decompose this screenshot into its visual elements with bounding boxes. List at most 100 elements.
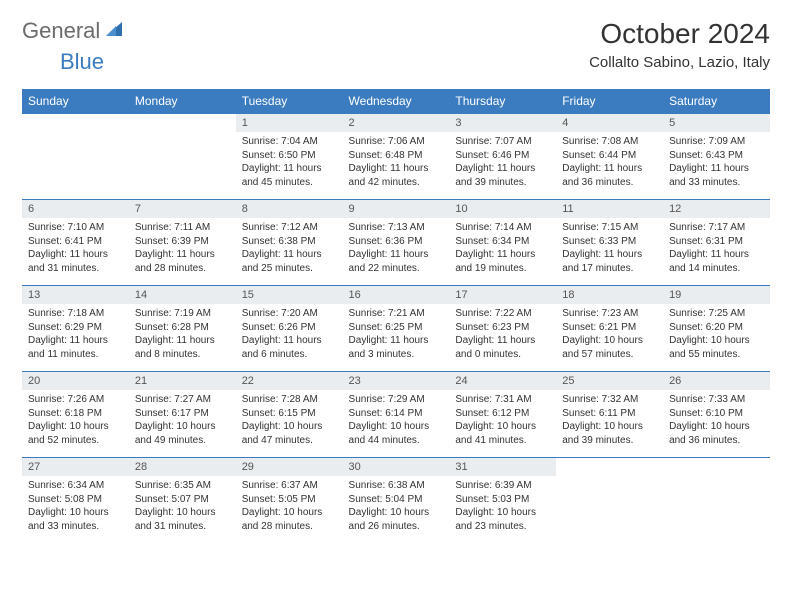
calendar-table: SundayMondayTuesdayWednesdayThursdayFrid… xyxy=(22,89,770,544)
calendar-cell: 20Sunrise: 7:26 AMSunset: 6:18 PMDayligh… xyxy=(22,372,129,458)
weekday-header: Friday xyxy=(556,89,663,114)
calendar-cell xyxy=(556,458,663,544)
day-details: Sunrise: 7:22 AMSunset: 6:23 PMDaylight:… xyxy=(449,304,556,365)
day-details: Sunrise: 7:29 AMSunset: 6:14 PMDaylight:… xyxy=(343,390,450,451)
day-details: Sunrise: 7:33 AMSunset: 6:10 PMDaylight:… xyxy=(663,390,770,451)
weekday-header: Tuesday xyxy=(236,89,343,114)
day-number: 7 xyxy=(129,200,236,218)
calendar-week: 13Sunrise: 7:18 AMSunset: 6:29 PMDayligh… xyxy=(22,286,770,372)
day-number: 28 xyxy=(129,458,236,476)
day-details: Sunrise: 7:06 AMSunset: 6:48 PMDaylight:… xyxy=(343,132,450,193)
calendar-cell: 17Sunrise: 7:22 AMSunset: 6:23 PMDayligh… xyxy=(449,286,556,372)
day-details: Sunrise: 7:27 AMSunset: 6:17 PMDaylight:… xyxy=(129,390,236,451)
day-details: Sunrise: 7:17 AMSunset: 6:31 PMDaylight:… xyxy=(663,218,770,279)
calendar-cell: 25Sunrise: 7:32 AMSunset: 6:11 PMDayligh… xyxy=(556,372,663,458)
day-number: 26 xyxy=(663,372,770,390)
calendar-cell: 29Sunrise: 6:37 AMSunset: 5:05 PMDayligh… xyxy=(236,458,343,544)
calendar-cell xyxy=(663,458,770,544)
logo-word1: General xyxy=(22,18,100,44)
day-number: 2 xyxy=(343,114,450,132)
day-details: Sunrise: 7:08 AMSunset: 6:44 PMDaylight:… xyxy=(556,132,663,193)
day-details: Sunrise: 7:10 AMSunset: 6:41 PMDaylight:… xyxy=(22,218,129,279)
calendar-cell: 16Sunrise: 7:21 AMSunset: 6:25 PMDayligh… xyxy=(343,286,450,372)
calendar-week: 27Sunrise: 6:34 AMSunset: 5:08 PMDayligh… xyxy=(22,458,770,544)
day-details: Sunrise: 7:14 AMSunset: 6:34 PMDaylight:… xyxy=(449,218,556,279)
day-number: 29 xyxy=(236,458,343,476)
day-details: Sunrise: 7:07 AMSunset: 6:46 PMDaylight:… xyxy=(449,132,556,193)
logo-sail-icon xyxy=(104,20,124,43)
weekday-header: Thursday xyxy=(449,89,556,114)
logo: General xyxy=(22,18,126,44)
title-block: October 2024 Collalto Sabino, Lazio, Ita… xyxy=(589,18,770,71)
calendar-cell: 9Sunrise: 7:13 AMSunset: 6:36 PMDaylight… xyxy=(343,200,450,286)
day-number: 1 xyxy=(236,114,343,132)
day-details: Sunrise: 6:39 AMSunset: 5:03 PMDaylight:… xyxy=(449,476,556,537)
day-details: Sunrise: 7:31 AMSunset: 6:12 PMDaylight:… xyxy=(449,390,556,451)
weekday-row: SundayMondayTuesdayWednesdayThursdayFrid… xyxy=(22,89,770,114)
calendar-cell xyxy=(129,114,236,200)
calendar-cell: 15Sunrise: 7:20 AMSunset: 6:26 PMDayligh… xyxy=(236,286,343,372)
calendar-cell: 11Sunrise: 7:15 AMSunset: 6:33 PMDayligh… xyxy=(556,200,663,286)
day-number: 19 xyxy=(663,286,770,304)
day-number: 20 xyxy=(22,372,129,390)
day-number: 4 xyxy=(556,114,663,132)
day-number: 21 xyxy=(129,372,236,390)
calendar-cell: 3Sunrise: 7:07 AMSunset: 6:46 PMDaylight… xyxy=(449,114,556,200)
calendar-cell: 27Sunrise: 6:34 AMSunset: 5:08 PMDayligh… xyxy=(22,458,129,544)
calendar-cell: 18Sunrise: 7:23 AMSunset: 6:21 PMDayligh… xyxy=(556,286,663,372)
day-number: 15 xyxy=(236,286,343,304)
day-details: Sunrise: 7:32 AMSunset: 6:11 PMDaylight:… xyxy=(556,390,663,451)
calendar-cell xyxy=(22,114,129,200)
calendar-week: 20Sunrise: 7:26 AMSunset: 6:18 PMDayligh… xyxy=(22,372,770,458)
day-number: 18 xyxy=(556,286,663,304)
calendar-cell: 14Sunrise: 7:19 AMSunset: 6:28 PMDayligh… xyxy=(129,286,236,372)
day-details: Sunrise: 7:15 AMSunset: 6:33 PMDaylight:… xyxy=(556,218,663,279)
day-details: Sunrise: 7:11 AMSunset: 6:39 PMDaylight:… xyxy=(129,218,236,279)
calendar-cell: 24Sunrise: 7:31 AMSunset: 6:12 PMDayligh… xyxy=(449,372,556,458)
day-details: Sunrise: 6:37 AMSunset: 5:05 PMDaylight:… xyxy=(236,476,343,537)
day-details: Sunrise: 7:25 AMSunset: 6:20 PMDaylight:… xyxy=(663,304,770,365)
calendar-cell: 2Sunrise: 7:06 AMSunset: 6:48 PMDaylight… xyxy=(343,114,450,200)
calendar-cell: 5Sunrise: 7:09 AMSunset: 6:43 PMDaylight… xyxy=(663,114,770,200)
calendar-cell: 26Sunrise: 7:33 AMSunset: 6:10 PMDayligh… xyxy=(663,372,770,458)
day-details: Sunrise: 6:34 AMSunset: 5:08 PMDaylight:… xyxy=(22,476,129,537)
calendar-week: 6Sunrise: 7:10 AMSunset: 6:41 PMDaylight… xyxy=(22,200,770,286)
day-details: Sunrise: 7:28 AMSunset: 6:15 PMDaylight:… xyxy=(236,390,343,451)
day-number: 16 xyxy=(343,286,450,304)
day-number: 9 xyxy=(343,200,450,218)
day-number: 13 xyxy=(22,286,129,304)
calendar-cell: 28Sunrise: 6:35 AMSunset: 5:07 PMDayligh… xyxy=(129,458,236,544)
day-number: 14 xyxy=(129,286,236,304)
calendar-cell: 31Sunrise: 6:39 AMSunset: 5:03 PMDayligh… xyxy=(449,458,556,544)
day-number: 5 xyxy=(663,114,770,132)
weekday-header: Saturday xyxy=(663,89,770,114)
day-number: 22 xyxy=(236,372,343,390)
day-details: Sunrise: 7:26 AMSunset: 6:18 PMDaylight:… xyxy=(22,390,129,451)
calendar-cell: 23Sunrise: 7:29 AMSunset: 6:14 PMDayligh… xyxy=(343,372,450,458)
logo-word2: Blue xyxy=(60,49,104,75)
calendar-cell: 10Sunrise: 7:14 AMSunset: 6:34 PMDayligh… xyxy=(449,200,556,286)
day-number: 6 xyxy=(22,200,129,218)
month-title: October 2024 xyxy=(589,18,770,50)
day-details: Sunrise: 7:19 AMSunset: 6:28 PMDaylight:… xyxy=(129,304,236,365)
day-number: 30 xyxy=(343,458,450,476)
calendar-week: 1Sunrise: 7:04 AMSunset: 6:50 PMDaylight… xyxy=(22,114,770,200)
calendar-cell: 30Sunrise: 6:38 AMSunset: 5:04 PMDayligh… xyxy=(343,458,450,544)
day-details: Sunrise: 7:12 AMSunset: 6:38 PMDaylight:… xyxy=(236,218,343,279)
weekday-header: Wednesday xyxy=(343,89,450,114)
day-number: 31 xyxy=(449,458,556,476)
day-details: Sunrise: 7:13 AMSunset: 6:36 PMDaylight:… xyxy=(343,218,450,279)
day-number: 11 xyxy=(556,200,663,218)
day-number: 3 xyxy=(449,114,556,132)
calendar-cell: 22Sunrise: 7:28 AMSunset: 6:15 PMDayligh… xyxy=(236,372,343,458)
calendar-cell: 21Sunrise: 7:27 AMSunset: 6:17 PMDayligh… xyxy=(129,372,236,458)
calendar-cell: 4Sunrise: 7:08 AMSunset: 6:44 PMDaylight… xyxy=(556,114,663,200)
day-details: Sunrise: 6:35 AMSunset: 5:07 PMDaylight:… xyxy=(129,476,236,537)
day-number: 23 xyxy=(343,372,450,390)
day-number: 12 xyxy=(663,200,770,218)
day-details: Sunrise: 7:09 AMSunset: 6:43 PMDaylight:… xyxy=(663,132,770,193)
day-number: 27 xyxy=(22,458,129,476)
day-details: Sunrise: 7:18 AMSunset: 6:29 PMDaylight:… xyxy=(22,304,129,365)
day-details: Sunrise: 7:20 AMSunset: 6:26 PMDaylight:… xyxy=(236,304,343,365)
calendar-cell: 1Sunrise: 7:04 AMSunset: 6:50 PMDaylight… xyxy=(236,114,343,200)
